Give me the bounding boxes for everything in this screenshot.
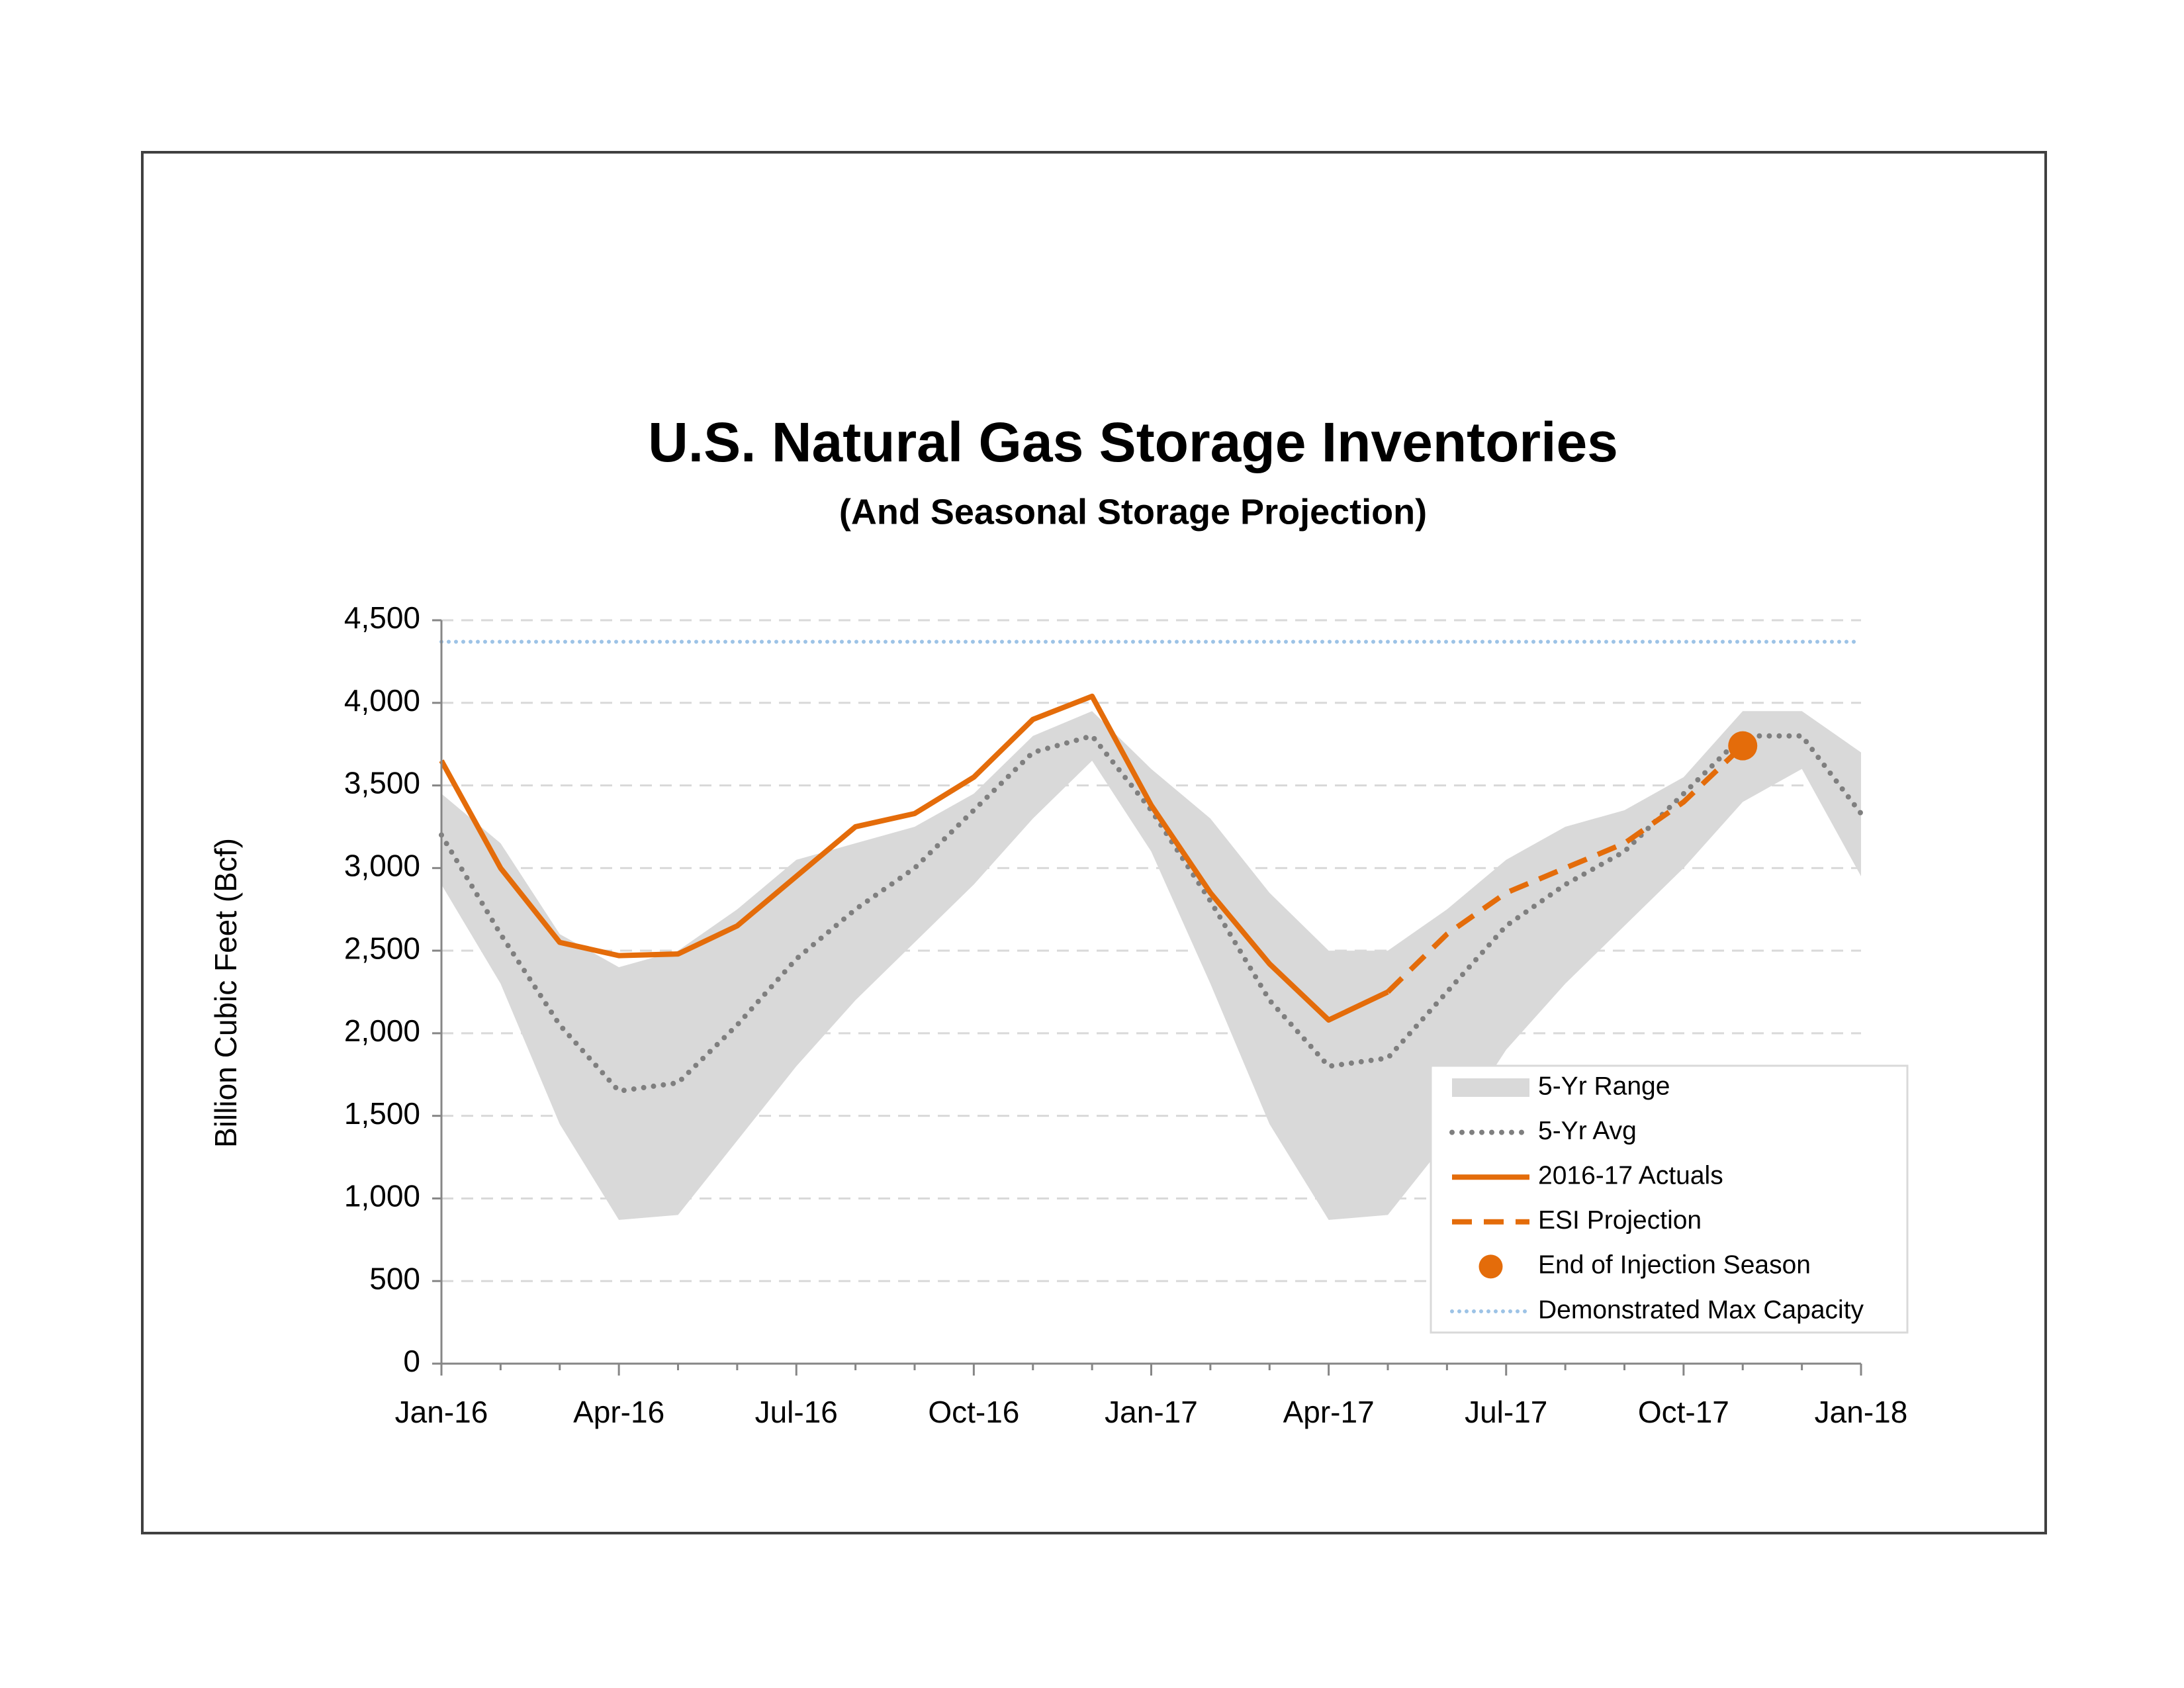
y-tick-label: 4,000 bbox=[344, 683, 420, 718]
end-marker bbox=[1728, 731, 1758, 761]
legend-label: 5-Yr Range bbox=[1538, 1072, 1670, 1100]
x-tick-label: Jan-16 bbox=[395, 1395, 488, 1429]
range-area bbox=[441, 711, 1861, 1220]
chart-frame bbox=[141, 151, 2047, 1534]
y-tick-label: 1,000 bbox=[344, 1179, 420, 1213]
x-tick-label: Oct-16 bbox=[928, 1395, 1019, 1429]
y-tick-label: 2,500 bbox=[344, 931, 420, 965]
legend-swatch bbox=[1452, 1078, 1529, 1097]
y-axis-title: Billion Cubic Feet (Bcf) bbox=[208, 838, 243, 1148]
x-tick-label: Apr-16 bbox=[573, 1395, 664, 1429]
legend-label: 2016-17 Actuals bbox=[1538, 1161, 1723, 1190]
legend-label: ESI Projection bbox=[1538, 1206, 1702, 1235]
y-tick-label: 500 bbox=[369, 1261, 420, 1295]
x-tick-label: Jul-17 bbox=[1465, 1395, 1547, 1429]
x-tick-label: Jan-17 bbox=[1105, 1395, 1198, 1429]
x-tick-label: Jul-16 bbox=[755, 1395, 838, 1429]
y-tick-label: 3,000 bbox=[344, 848, 420, 882]
y-tick-label: 4,500 bbox=[344, 600, 420, 635]
projection-line bbox=[1386, 743, 1745, 994]
y-tick-label: 3,500 bbox=[344, 766, 420, 800]
avg-line bbox=[439, 733, 1864, 1094]
y-tick-label: 0 bbox=[403, 1344, 420, 1378]
actual-line bbox=[439, 693, 1389, 1023]
chart-subtitle: (And Seasonal Storage Projection) bbox=[839, 492, 1427, 532]
x-tick-label: Apr-17 bbox=[1283, 1395, 1375, 1429]
x-tick-label: Oct-17 bbox=[1638, 1395, 1729, 1429]
y-tick-label: 2,000 bbox=[344, 1013, 420, 1048]
legend-label: 5-Yr Avg bbox=[1538, 1117, 1637, 1145]
legend-label: Demonstrated Max Capacity bbox=[1538, 1295, 1864, 1324]
x-tick-label: Jan-18 bbox=[1815, 1395, 1908, 1429]
legend-swatch bbox=[1479, 1254, 1503, 1279]
chart-title: U.S. Natural Gas Storage Inventories bbox=[648, 411, 1618, 473]
y-tick-label: 1,500 bbox=[344, 1096, 420, 1131]
legend-label: End of Injection Season bbox=[1538, 1251, 1811, 1280]
legend-box bbox=[1430, 1064, 1909, 1334]
